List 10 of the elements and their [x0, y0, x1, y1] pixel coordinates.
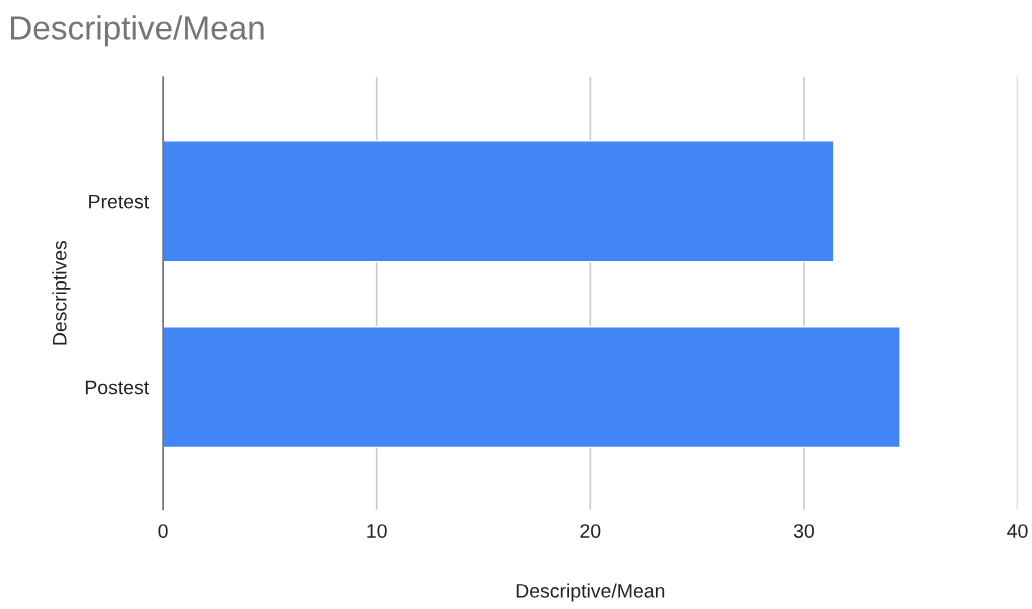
x-tick-label: 20 [580, 524, 601, 538]
x-tick-label: 30 [793, 524, 814, 538]
x-axis-title: Descriptive/Mean [516, 583, 665, 602]
x-tick-label: 40 [1007, 524, 1028, 538]
chart-title: Descriptive/Mean [10, 15, 264, 47]
y-tick-label: Pretest [89, 194, 150, 209]
x-tick-label: 0 [158, 524, 168, 538]
x-tick-label: 10 [367, 524, 387, 538]
y-axis-title: Descriptives [52, 240, 71, 345]
y-tick-label: Postest [85, 380, 150, 395]
